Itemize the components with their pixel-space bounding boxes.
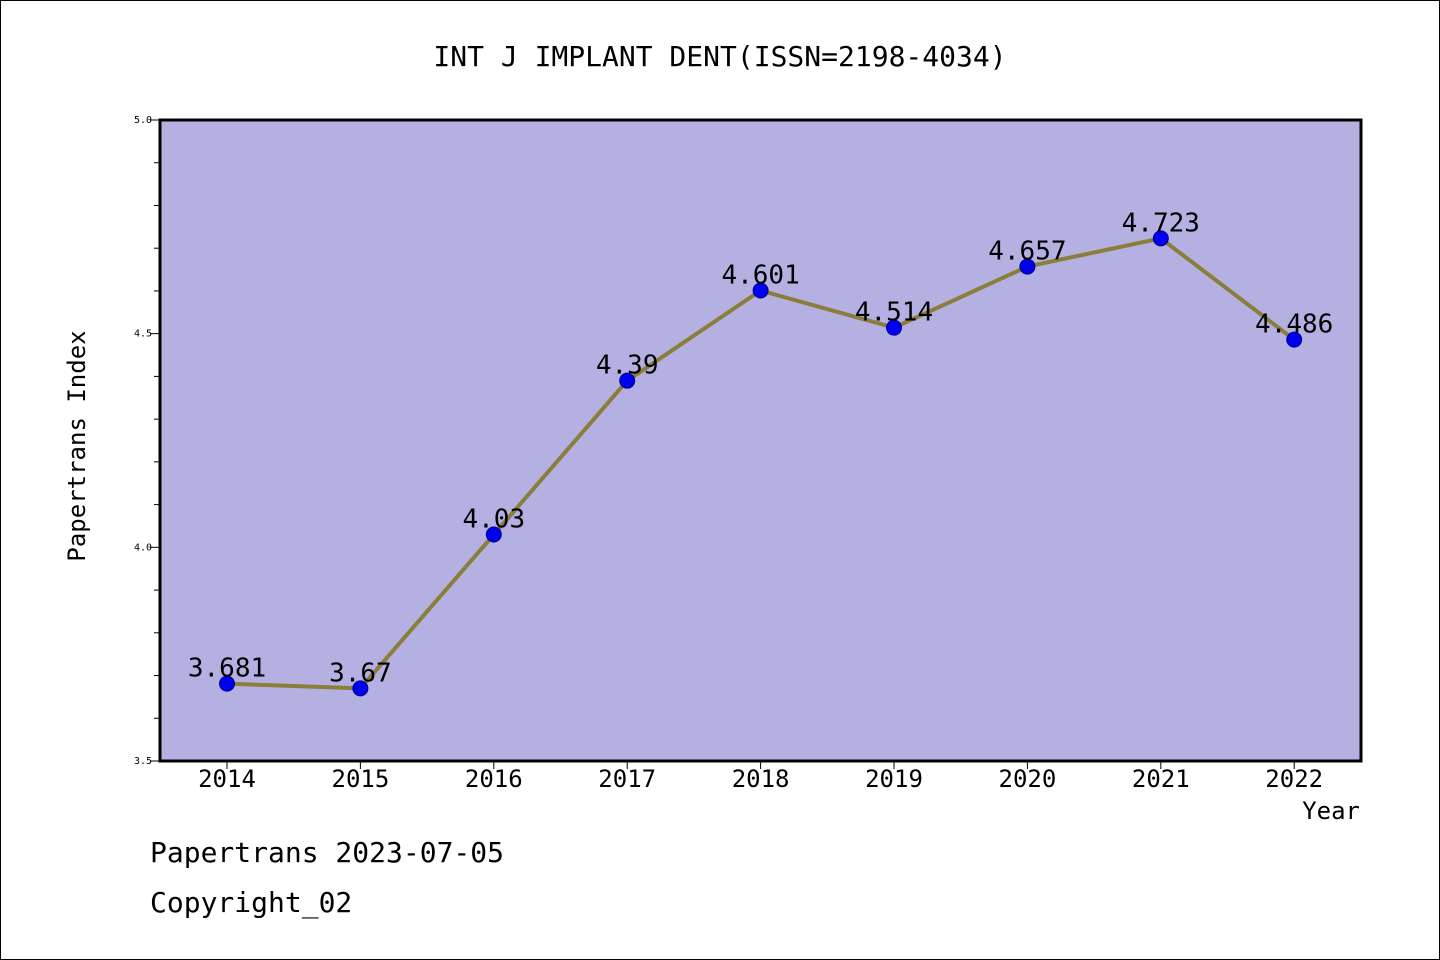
data-point [219,675,235,692]
data-point [1152,230,1169,247]
x-tick-label: 2016 [465,765,523,793]
data-point [619,372,636,389]
x-axis: 2014 2015 2016 2017 2018 2019 2020 2021 2022 [198,761,1323,793]
y-tick-label: 5.0 [134,115,152,126]
x-tick-label: 2022 [1265,765,1323,793]
chart-title: INT J IMPLANT DENT(ISSN=2198-4034) [433,40,1006,73]
y-axis-label: Papertrans Index [63,330,91,561]
x-tick-label: 2018 [732,765,790,793]
y-tick-label: 4.5 [134,329,152,340]
data-label: 4.39 [596,351,659,381]
data-label: 4.486 [1255,310,1333,340]
data-label: 3.681 [188,654,266,684]
data-point [886,319,902,336]
data-label: 4.657 [988,237,1066,267]
y-tick-label: 3.5 [134,756,152,767]
plot-area [158,118,1363,763]
x-tick-label: 2021 [1132,765,1190,793]
data-point [485,526,502,543]
data-point [352,680,369,697]
footer-date: Papertrans 2023-07-05 [150,836,505,869]
data-label: 4.514 [855,298,933,328]
x-tick-label: 2020 [999,765,1057,793]
x-tick-label: 2019 [865,765,923,793]
x-tick-label: 2014 [198,765,256,793]
x-tick-label: 2017 [598,765,656,793]
data-point [752,282,769,299]
x-tick-label: 2015 [332,765,390,793]
x-axis-label: Year [1302,797,1360,825]
footer-copyright: Copyright_02 [150,886,353,919]
data-label: 3.67 [329,658,392,688]
data-point [1019,258,1036,275]
series-papertrans-index: 3.681 3.67 4.03 4.39 4.601 4.514 4.657 4.723 4.4… [188,208,1333,697]
data-label: 4.601 [721,261,799,291]
data-point [1286,331,1303,348]
data-label: 4.723 [1122,208,1200,238]
y-tick-label: 4.0 [134,542,152,553]
y-axis: 3.5 4.0 4.5 5.0 [134,115,160,767]
data-label: 4.03 [462,505,525,535]
